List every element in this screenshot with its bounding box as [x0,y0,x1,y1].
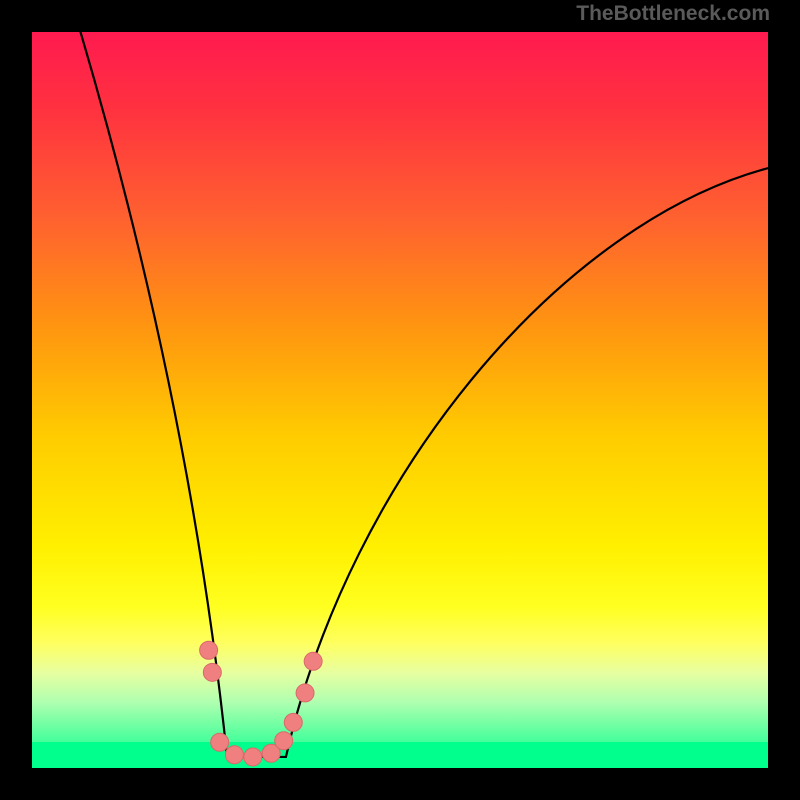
data-marker [200,641,218,659]
data-marker [304,652,322,670]
data-marker [275,732,293,750]
chart-container: TheBottleneck.com [0,0,800,800]
data-marker [296,684,314,702]
watermark: TheBottleneck.com [576,2,770,26]
data-marker [284,713,302,731]
marker-group [200,641,323,766]
data-marker [211,733,229,751]
v-curve [32,32,768,768]
data-marker [225,746,243,764]
data-marker [203,663,221,681]
data-marker [244,748,262,766]
plot-area [32,32,768,768]
